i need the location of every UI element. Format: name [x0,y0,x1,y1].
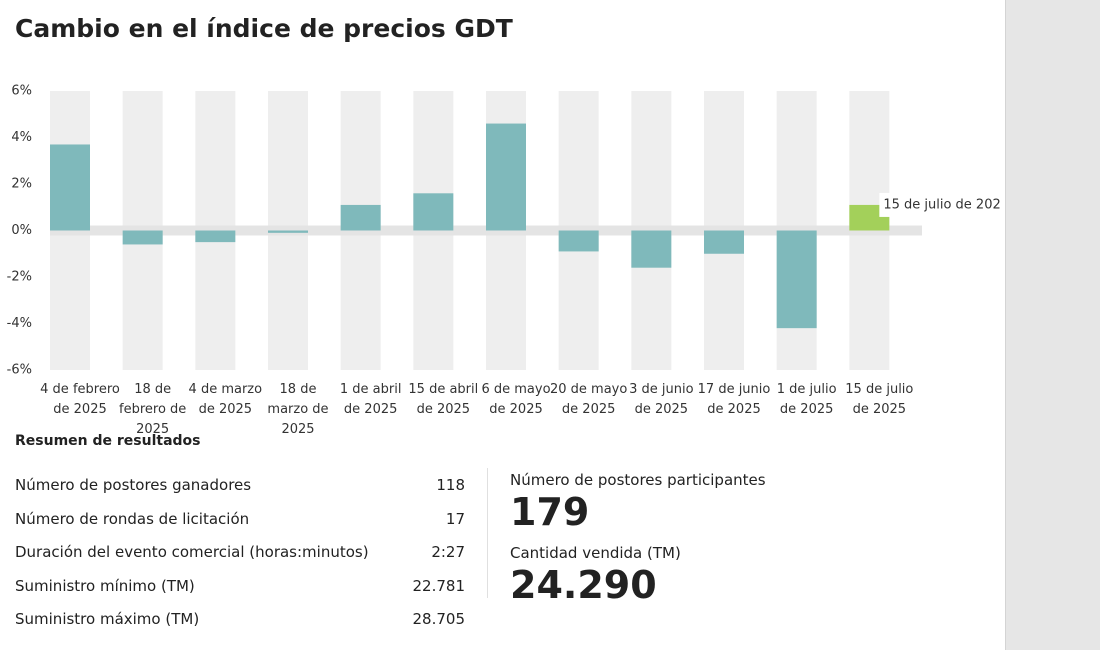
bar [486,123,526,231]
y-tick-label: 2% [11,177,32,192]
sidebar [1005,0,1100,650]
stat-label: Número de postores participantes [510,471,766,489]
x-tick-label: 6 de mayo de 2025 [481,382,551,417]
row-value: 118 [436,476,465,494]
row-label: Duración del evento comercial (horas:min… [15,543,369,561]
annotation: 15 de julio de 2025 +1,1% [883,197,1000,212]
y-tick-label: -2% [7,270,32,285]
bar [340,204,381,231]
y-tick-label: 4% [11,130,32,145]
x-tick-label: 1 de abril de 2025 [339,382,402,417]
bar [50,144,90,231]
row-label: Número de postores ganadores [15,476,252,494]
bar [122,230,163,245]
summary-title: Resumen de resultados [15,433,201,449]
summary-row: Suministro mínimo (TM) 22.781 [15,577,465,595]
bar [631,230,672,268]
chart-title: Cambio en el índice de precios GDT [15,14,513,43]
y-tick-label: -6% [7,363,32,378]
row-value: 17 [445,509,465,528]
x-tick-label: 4 de marzo de 2025 [188,382,263,417]
row-label: Suministro máximo (TM) [15,610,200,628]
summary-row: Duración del evento comercial (horas:min… [15,543,465,561]
x-tick-label: 20 de mayo de 2025 [549,382,628,417]
row-value: 28.705 [412,610,466,628]
x-tick-label: 15 de abril de 2025 [408,382,479,417]
bar [776,230,817,329]
summary-row: Número de postores ganadores 118 [15,476,465,494]
x-tick-label: 15 de julio de 2025 [845,382,914,417]
summary-row: Suministro máximo (TM) 28.705 [15,610,465,628]
stat-value: 179 [510,490,590,534]
row-label: Suministro mínimo (TM) [15,576,195,595]
y-tick-label: 6% [11,84,32,99]
divider [487,468,488,598]
bar [558,230,599,252]
stat-value: 24.290 [510,563,657,607]
x-tick-label: 4 de febrero de 2025 [40,382,120,417]
bar [704,230,744,254]
annotation-box [879,192,1000,217]
row-value: 2:27 [431,543,465,561]
x-tick-label: 17 de junio de 2025 [697,382,771,417]
summary-row: Número de rondas de licitación 17 [15,510,465,528]
stat-label: Cantidad vendida (TM) [510,544,681,562]
x-tick-label: 1 de julio de 2025 [776,382,837,417]
bar [195,230,236,243]
x-tick-label: 18 de febrero de 2025 [119,382,187,437]
y-tick-label: 0% [11,223,32,238]
bar [413,193,454,231]
row-label: Número de rondas de licitación [15,509,250,528]
x-tick-label: 18 de marzo de 2025 [267,382,329,437]
y-tick-label: -4% [7,316,32,331]
row-value: 22.781 [412,576,466,595]
bar [268,230,308,233]
x-tick-label: 3 de junio de 2025 [629,382,694,417]
chart: -6% -4% -2% 0% 2% 4% 6% 15 de julio de 2025 +1,… [7,84,1000,378]
